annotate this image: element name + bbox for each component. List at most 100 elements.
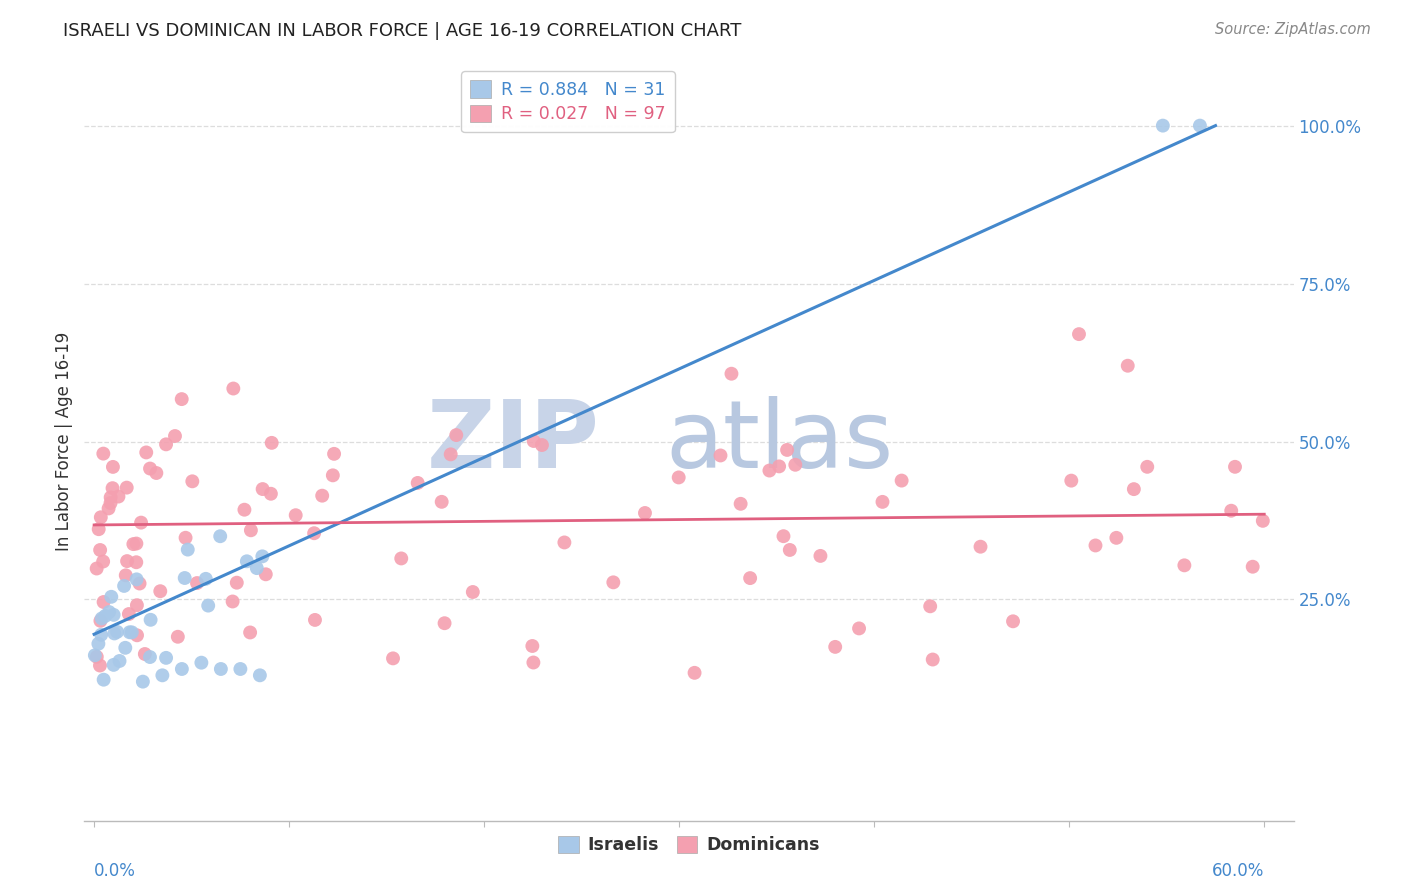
Point bbox=[91, 447, 114, 461]
Point bbox=[553, 535, 575, 549]
Point bbox=[125, 573, 148, 587]
Point bbox=[101, 481, 124, 495]
Point bbox=[236, 554, 259, 568]
Point bbox=[1084, 539, 1107, 553]
Point bbox=[872, 495, 894, 509]
Point bbox=[522, 639, 544, 653]
Point bbox=[1002, 615, 1025, 629]
Text: ISRAELI VS DOMINICAN IN LABOR FORCE | AGE 16-19 CORRELATION CHART: ISRAELI VS DOMINICAN IN LABOR FORCE | AG… bbox=[63, 22, 741, 40]
Point bbox=[233, 502, 256, 516]
Point bbox=[1105, 531, 1128, 545]
Point bbox=[768, 459, 790, 474]
Point bbox=[194, 572, 217, 586]
Point bbox=[446, 428, 468, 442]
Point bbox=[1060, 474, 1083, 488]
Point bbox=[1223, 459, 1246, 474]
Point bbox=[311, 489, 333, 503]
Point bbox=[304, 613, 326, 627]
Point bbox=[105, 624, 128, 639]
Point bbox=[94, 608, 117, 623]
Point bbox=[135, 445, 157, 459]
Point bbox=[284, 508, 307, 523]
Point bbox=[758, 464, 780, 478]
Point bbox=[89, 543, 111, 558]
Point bbox=[112, 579, 135, 593]
Point bbox=[382, 651, 405, 665]
Point bbox=[114, 640, 136, 655]
Point bbox=[1220, 504, 1243, 518]
Point bbox=[134, 647, 156, 661]
Point bbox=[149, 584, 172, 599]
Point bbox=[115, 554, 138, 568]
Point bbox=[139, 613, 162, 627]
Point bbox=[163, 429, 186, 443]
Point bbox=[90, 611, 112, 625]
Point bbox=[93, 595, 115, 609]
Point bbox=[118, 625, 141, 640]
Point bbox=[252, 549, 274, 564]
Point bbox=[98, 605, 121, 619]
Point bbox=[772, 529, 794, 543]
Point bbox=[1122, 482, 1144, 496]
Point bbox=[186, 576, 208, 591]
Point bbox=[100, 590, 122, 604]
Point bbox=[254, 567, 277, 582]
Point bbox=[709, 449, 731, 463]
Point bbox=[181, 475, 204, 489]
Point bbox=[239, 523, 262, 537]
Point bbox=[121, 625, 143, 640]
Point bbox=[89, 614, 111, 628]
Point bbox=[779, 543, 801, 558]
Point bbox=[90, 510, 112, 524]
Point bbox=[730, 497, 752, 511]
Text: atlas: atlas bbox=[665, 395, 894, 488]
Point bbox=[129, 516, 152, 530]
Point bbox=[246, 561, 269, 575]
Text: ZIP: ZIP bbox=[427, 395, 600, 488]
Point bbox=[389, 551, 412, 566]
Point bbox=[139, 650, 162, 665]
Point bbox=[890, 474, 912, 488]
Point bbox=[177, 542, 200, 557]
Point bbox=[252, 482, 274, 496]
Point bbox=[114, 568, 136, 582]
Point bbox=[440, 447, 463, 461]
Point bbox=[93, 673, 115, 687]
Point bbox=[1173, 558, 1195, 573]
Point bbox=[260, 435, 283, 450]
Point bbox=[785, 458, 807, 472]
Point bbox=[1241, 559, 1264, 574]
Point bbox=[921, 652, 943, 666]
Point bbox=[91, 555, 114, 569]
Point bbox=[89, 658, 111, 673]
Point bbox=[190, 656, 212, 670]
Point bbox=[430, 495, 453, 509]
Point bbox=[1116, 359, 1139, 373]
Point bbox=[824, 640, 846, 654]
Point bbox=[90, 628, 112, 642]
Point bbox=[174, 531, 197, 545]
Point bbox=[969, 540, 991, 554]
Point bbox=[683, 665, 706, 680]
Point bbox=[522, 656, 544, 670]
Point bbox=[209, 529, 232, 543]
Point bbox=[86, 649, 108, 664]
Text: 60.0%: 60.0% bbox=[1212, 863, 1264, 880]
Point bbox=[97, 501, 120, 516]
Point bbox=[810, 549, 832, 563]
Point bbox=[103, 657, 125, 672]
Point bbox=[209, 662, 232, 676]
Point bbox=[170, 662, 193, 676]
Point bbox=[1188, 119, 1211, 133]
Point bbox=[634, 506, 657, 520]
Point bbox=[920, 599, 942, 614]
Point bbox=[125, 555, 148, 569]
Point bbox=[302, 526, 325, 541]
Point bbox=[86, 561, 108, 575]
Point bbox=[132, 674, 155, 689]
Point bbox=[249, 668, 271, 682]
Point bbox=[720, 367, 742, 381]
Point bbox=[128, 576, 150, 591]
Point bbox=[100, 496, 122, 510]
Point bbox=[122, 537, 145, 551]
